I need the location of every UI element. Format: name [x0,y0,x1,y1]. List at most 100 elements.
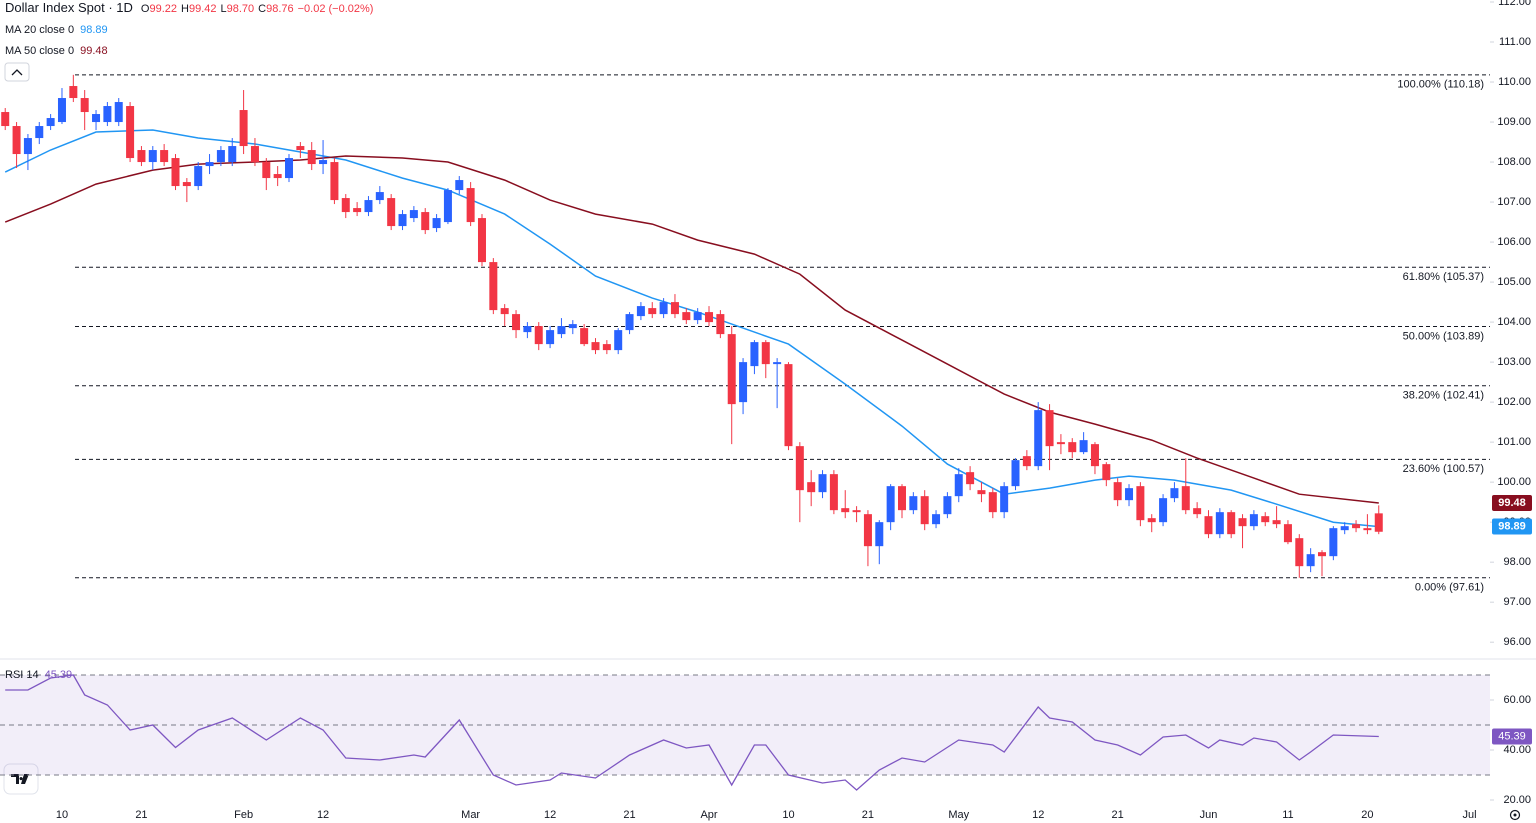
ohlc-value: 99.22 [149,3,177,15]
candle-body [1329,528,1338,557]
x-tick-label: 12 [1032,809,1044,821]
candle-body [57,98,66,123]
candle-body [1340,526,1349,531]
candle-body [727,334,736,405]
rsi-tick-label: 20.00 [1503,794,1531,806]
candle-body [455,180,464,191]
candle-body [568,324,577,329]
candle-body [807,482,816,493]
ma-line [4,129,1379,528]
y-tick-label: 97.00 [1503,596,1531,608]
candle-body [477,218,486,263]
candle-body [341,198,350,213]
x-tick-label: Feb [234,809,253,821]
candle-body [1261,516,1270,523]
candle-body [375,192,384,201]
x-tick-label: Jun [1200,809,1218,821]
y-tick-label: 108.00 [1497,156,1531,168]
candle-body [80,98,89,113]
ma-legend-value: 98.89 [80,24,108,36]
candle-body [625,314,634,331]
settings-icon[interactable] [1509,809,1521,821]
x-tick-label: 10 [56,809,68,821]
candle-body [750,342,759,367]
rsi-line [5,674,1379,791]
fib-label: 0.00% (97.61) [1415,582,1484,594]
tradingview-logo[interactable] [3,763,39,795]
candle-body [194,166,203,187]
fib-label: 50.00% (103.89) [1403,330,1484,342]
candle-body [920,496,929,525]
candle-body [773,362,782,365]
price-label-box [1492,518,1532,535]
ohlc-label: L [220,3,226,15]
candle-body [795,446,804,491]
candle-body [739,362,748,403]
price-label-box [1492,494,1532,511]
candle-body [1102,464,1111,481]
y-tick-label: 104.00 [1497,316,1531,328]
ohlc-value: 98.76 [266,3,294,15]
candle-body [818,474,827,493]
price-label: 98.89 [1498,520,1526,532]
candle-body [205,162,214,167]
rsi-band [0,675,1490,775]
candle-body [398,214,407,227]
candle-body [1238,518,1247,527]
rsi-tick-label: 40.00 [1503,744,1531,756]
ma-legend-name: MA 50 close 0 [5,45,74,57]
y-tick-label: 105.00 [1497,276,1531,288]
x-tick-label: 12 [317,809,329,821]
candle-body [353,208,362,213]
candle-body [1283,524,1292,543]
collapse-button[interactable] [4,62,30,82]
candle-body [285,158,294,179]
candle-body [1045,410,1054,447]
y-tick-label: 107.00 [1497,196,1531,208]
fib-label: 23.60% (100.57) [1403,463,1484,475]
candle-body [557,326,566,335]
x-tick-label: May [948,809,969,821]
candle-body [682,312,691,321]
candle-body [114,102,123,123]
candle-body [319,160,328,165]
candle-body [239,110,248,147]
x-tick-label: 20 [1361,809,1373,821]
candle-body [648,308,657,315]
legend-header: Dollar Index Spot · 1D O99.22 H99.42 L98.70… [5,0,373,15]
candle-body [1068,442,1077,453]
x-tick-label: 11 [1282,809,1293,821]
candle-body [1317,552,1326,557]
rsi-price-label: 45.39 [1498,730,1526,742]
candle-body [216,150,225,163]
x-tick-label: 21 [1112,809,1124,821]
ma-legend: MA 20 close 0 98.89 [5,24,108,36]
candle-body [966,472,975,485]
candle-body [1193,508,1202,515]
candle-body [466,188,475,223]
candle-body [35,126,44,139]
candle-body [1056,442,1065,445]
candle-body [886,486,895,523]
candle-body [148,150,157,163]
candle-body [1181,486,1190,511]
candle-body [46,118,55,127]
x-tick-label: 21 [135,809,147,821]
candle-body [307,150,316,165]
candle-body [500,308,509,315]
fib-label: 38.20% (102.41) [1403,390,1484,402]
ohlc-value: 99.42 [189,3,217,15]
candle-body [988,492,997,513]
candle-body [614,330,623,351]
candle-body [171,158,180,187]
candle-body [23,138,32,155]
candle-body [1170,488,1179,499]
candle-body [602,344,611,351]
x-tick-label: 10 [782,809,794,821]
candle-body [1374,513,1383,532]
candle-body [1159,498,1168,523]
y-tick-label: 112.00 [1498,0,1531,8]
candle-body [1227,512,1236,535]
ma-line [4,155,1379,504]
